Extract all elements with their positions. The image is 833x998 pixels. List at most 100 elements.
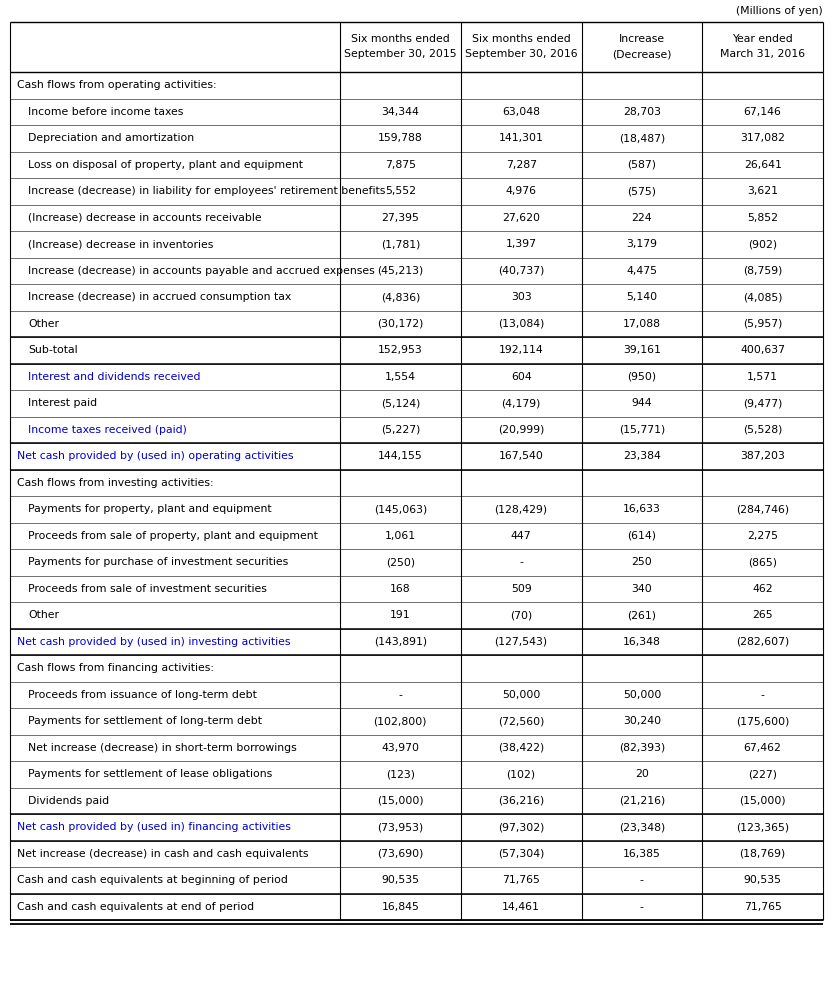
Text: Net increase (decrease) in short-term borrowings: Net increase (decrease) in short-term bo… xyxy=(28,743,297,752)
Text: (282,607): (282,607) xyxy=(736,637,789,647)
Text: -: - xyxy=(398,690,402,700)
Text: 7,287: 7,287 xyxy=(506,160,536,170)
Text: (4,179): (4,179) xyxy=(501,398,541,408)
Text: 387,203: 387,203 xyxy=(741,451,785,461)
Text: 63,048: 63,048 xyxy=(502,107,540,117)
Text: Payments for settlement of lease obligations: Payments for settlement of lease obligat… xyxy=(28,769,272,779)
Text: 67,146: 67,146 xyxy=(744,107,781,117)
Text: (227): (227) xyxy=(748,769,777,779)
Text: (97,302): (97,302) xyxy=(498,822,544,832)
Text: Net cash provided by (used in) investing activities: Net cash provided by (used in) investing… xyxy=(17,637,291,647)
Text: 16,385: 16,385 xyxy=(623,848,661,858)
Text: Loss on disposal of property, plant and equipment: Loss on disposal of property, plant and … xyxy=(28,160,303,170)
Text: 5,852: 5,852 xyxy=(747,213,778,223)
Text: 168: 168 xyxy=(390,584,411,594)
Text: September 30, 2016: September 30, 2016 xyxy=(465,49,577,59)
Text: (614): (614) xyxy=(627,531,656,541)
Text: (73,690): (73,690) xyxy=(377,848,423,858)
Text: 1,571: 1,571 xyxy=(747,371,778,382)
Text: 67,462: 67,462 xyxy=(744,743,781,752)
Text: (261): (261) xyxy=(627,610,656,620)
Text: (36,216): (36,216) xyxy=(498,795,544,805)
Text: Increase (decrease) in liability for employees' retirement benefits: Increase (decrease) in liability for emp… xyxy=(28,187,386,197)
Text: 3,621: 3,621 xyxy=(747,187,778,197)
Text: Net cash provided by (used in) operating activities: Net cash provided by (used in) operating… xyxy=(17,451,293,461)
Text: 144,155: 144,155 xyxy=(378,451,423,461)
Text: 509: 509 xyxy=(511,584,531,594)
Text: 1,397: 1,397 xyxy=(506,240,536,250)
Text: 90,535: 90,535 xyxy=(744,875,781,885)
Text: 5,140: 5,140 xyxy=(626,292,657,302)
Text: 141,301: 141,301 xyxy=(499,134,544,144)
Text: (127,543): (127,543) xyxy=(495,637,547,647)
Text: -: - xyxy=(519,557,523,567)
Text: (1,781): (1,781) xyxy=(381,240,420,250)
Text: (575): (575) xyxy=(627,187,656,197)
Text: (21,216): (21,216) xyxy=(619,795,665,805)
Text: (123,365): (123,365) xyxy=(736,822,789,832)
Text: 17,088: 17,088 xyxy=(623,318,661,328)
Text: (102,800): (102,800) xyxy=(374,717,427,727)
Text: (70): (70) xyxy=(510,610,532,620)
Text: 50,000: 50,000 xyxy=(623,690,661,700)
Text: (123): (123) xyxy=(386,769,415,779)
Text: (4,836): (4,836) xyxy=(381,292,420,302)
Text: 4,475: 4,475 xyxy=(626,265,657,275)
Text: Cash flows from financing activities:: Cash flows from financing activities: xyxy=(17,664,214,674)
Text: Payments for purchase of investment securities: Payments for purchase of investment secu… xyxy=(28,557,288,567)
Text: Net cash provided by (used in) financing activities: Net cash provided by (used in) financing… xyxy=(17,822,291,832)
Text: (5,957): (5,957) xyxy=(743,318,782,328)
Text: 1,061: 1,061 xyxy=(385,531,416,541)
Text: 224: 224 xyxy=(631,213,652,223)
Text: 250: 250 xyxy=(631,557,652,567)
Text: Increase (decrease) in accrued consumption tax: Increase (decrease) in accrued consumpti… xyxy=(28,292,292,302)
Text: (73,953): (73,953) xyxy=(377,822,423,832)
Text: 317,082: 317,082 xyxy=(741,134,785,144)
Text: 16,633: 16,633 xyxy=(623,504,661,514)
Text: 39,161: 39,161 xyxy=(623,345,661,355)
Text: (865): (865) xyxy=(748,557,777,567)
Text: 23,384: 23,384 xyxy=(623,451,661,461)
Text: 152,953: 152,953 xyxy=(378,345,423,355)
Text: (9,477): (9,477) xyxy=(743,398,782,408)
Text: (250): (250) xyxy=(386,557,415,567)
Text: Increase: Increase xyxy=(619,34,665,44)
Text: Depreciation and amortization: Depreciation and amortization xyxy=(28,134,194,144)
Text: 71,765: 71,765 xyxy=(502,875,540,885)
Text: Interest paid: Interest paid xyxy=(28,398,97,408)
Text: Six months ended: Six months ended xyxy=(351,34,450,44)
Text: (45,213): (45,213) xyxy=(377,265,423,275)
Text: Interest and dividends received: Interest and dividends received xyxy=(28,371,201,382)
Text: (15,771): (15,771) xyxy=(619,425,665,435)
Text: 191: 191 xyxy=(390,610,411,620)
Text: 1,554: 1,554 xyxy=(385,371,416,382)
Text: (5,528): (5,528) xyxy=(743,425,782,435)
Text: 26,641: 26,641 xyxy=(744,160,781,170)
Text: Payments for property, plant and equipment: Payments for property, plant and equipme… xyxy=(28,504,272,514)
Text: (902): (902) xyxy=(748,240,777,250)
Text: (15,000): (15,000) xyxy=(740,795,786,805)
Text: 944: 944 xyxy=(631,398,652,408)
Text: Cash flows from investing activities:: Cash flows from investing activities: xyxy=(17,478,213,488)
Text: Other: Other xyxy=(28,318,59,328)
Text: 604: 604 xyxy=(511,371,531,382)
Text: (102): (102) xyxy=(506,769,536,779)
Text: (143,891): (143,891) xyxy=(374,637,427,647)
Text: (128,429): (128,429) xyxy=(495,504,547,514)
Text: (20,999): (20,999) xyxy=(498,425,544,435)
Text: (5,227): (5,227) xyxy=(381,425,420,435)
Text: 34,344: 34,344 xyxy=(382,107,419,117)
Text: 3,179: 3,179 xyxy=(626,240,657,250)
Text: (145,063): (145,063) xyxy=(374,504,427,514)
Text: 159,788: 159,788 xyxy=(378,134,423,144)
Text: Increase (decrease) in accounts payable and accrued expenses: Increase (decrease) in accounts payable … xyxy=(28,265,375,275)
Text: -: - xyxy=(761,690,765,700)
Text: Cash flows from operating activities:: Cash flows from operating activities: xyxy=(17,80,217,90)
Text: (8,759): (8,759) xyxy=(743,265,782,275)
Text: Year ended: Year ended xyxy=(732,34,793,44)
Text: (57,304): (57,304) xyxy=(498,848,544,858)
Text: 16,845: 16,845 xyxy=(382,902,419,912)
Text: 2,275: 2,275 xyxy=(747,531,778,541)
Text: (Increase) decrease in inventories: (Increase) decrease in inventories xyxy=(28,240,213,250)
Text: (40,737): (40,737) xyxy=(498,265,544,275)
